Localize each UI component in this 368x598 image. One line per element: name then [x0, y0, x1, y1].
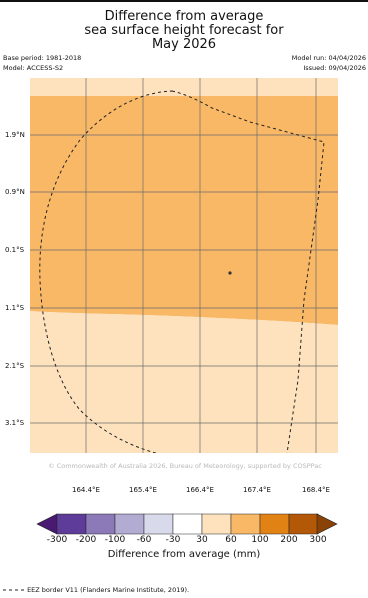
eez-legend-text: EEZ border V11 (Flanders Marine Institut…: [27, 586, 190, 594]
colorbar-tick-label: 100: [251, 535, 269, 545]
colorbar-swatch: [56, 513, 87, 535]
colorbar-tick-label: 60: [225, 535, 237, 545]
issued-text: Issued: 09/04/2026: [303, 64, 366, 72]
colorbar-swatch: [201, 513, 232, 535]
lat-label-0-1s: 0.1°S: [5, 246, 25, 254]
colorbar-tick-label: 300: [309, 535, 327, 545]
map-title-line-3: May 2026: [151, 37, 217, 52]
colorbar-tick-label: -30: [165, 535, 181, 545]
map-title-line-2: sea surface height forecast for: [84, 23, 284, 38]
colorbar-tick-label: -200: [75, 535, 97, 545]
eez-dash-icon: [3, 589, 25, 591]
model-text: Model: ACCESS-S2: [3, 64, 64, 72]
lat-label-3-1s: 3.1°S: [5, 419, 25, 427]
field-band-middle: [30, 96, 338, 325]
copyright-notice: © Commonwealth of Australia 2026, Bureau…: [48, 462, 322, 470]
lon-label-165-4e: 165.4°E: [129, 486, 157, 494]
colorbar-swatch: [259, 513, 290, 535]
lon-label-168-4e: 168.4°E: [302, 486, 330, 494]
colorbar-swatch: [288, 513, 319, 535]
top-rule: [0, 0, 368, 2]
lon-label-166-4e: 166.4°E: [186, 486, 214, 494]
field-band-lower: [30, 311, 338, 453]
colorbar-extend-right: [316, 513, 338, 535]
colorbar-swatch: [143, 513, 174, 535]
lon-label-167-4e: 167.4°E: [243, 486, 271, 494]
base-period-text: Base period: 1981-2018: [3, 54, 82, 62]
colorbar-tick-label: -100: [104, 535, 126, 545]
colorbar-tick-label: -60: [136, 535, 152, 545]
map-field: [30, 78, 338, 453]
colorbar-swatch: [114, 513, 145, 535]
field-band-upper: [30, 78, 338, 96]
lat-label-0-9n: 0.9°N: [5, 188, 25, 196]
colorbar-extend-left: [36, 513, 58, 535]
colorbar-swatch: [85, 513, 116, 535]
island-marker: [228, 271, 232, 275]
map-grid: [30, 78, 338, 453]
colorbar-swatch: [172, 513, 203, 535]
lat-label-2-1s: 2.1°S: [5, 362, 25, 370]
map-title-line-1: Difference from average: [104, 9, 264, 24]
lon-label-164-4e: 164.4°E: [72, 486, 100, 494]
colorbar-swatch: [230, 513, 261, 535]
lat-label-1-1s: 1.1°S: [5, 304, 25, 312]
colorbar-tick-label: -300: [46, 535, 68, 545]
colorbar: [36, 513, 338, 535]
lat-label-1-9n: 1.9°N: [5, 131, 25, 139]
colorbar-title: Difference from average (mm): [107, 549, 261, 560]
eez-legend-note: EEZ border V11 (Flanders Marine Institut…: [3, 586, 189, 594]
colorbar-tick-label: 30: [196, 535, 208, 545]
eez-border-outline: [39, 90, 325, 453]
model-run-text: Model run: 04/04/2026: [291, 54, 366, 62]
colorbar-tick-label: 200: [280, 535, 298, 545]
